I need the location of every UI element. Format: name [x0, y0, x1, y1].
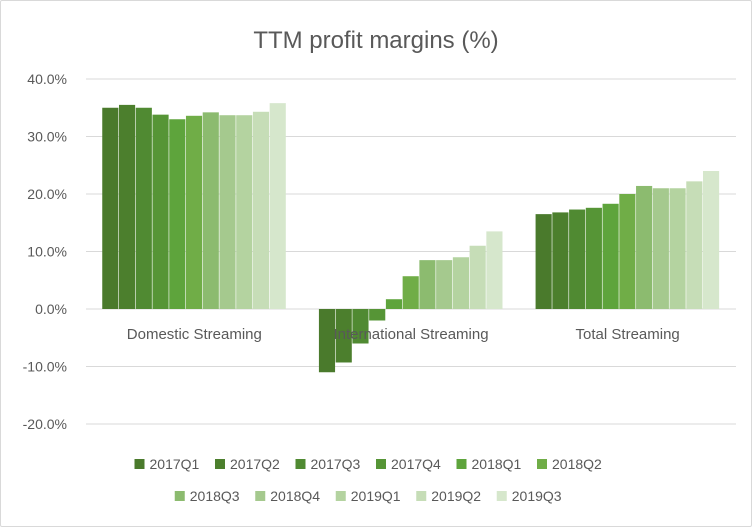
bar: [219, 115, 236, 309]
y-tick-label: 0.0%: [35, 301, 67, 317]
bar: [436, 260, 453, 310]
y-tick-label: -10.0%: [23, 359, 67, 375]
category-labels: Domestic Streaming International Streamin…: [127, 326, 680, 343]
bar: [703, 171, 720, 309]
legend-label: 2019Q1: [351, 488, 401, 504]
y-tick-label: -20.0%: [23, 416, 67, 432]
bar: [469, 245, 486, 309]
bar: [118, 104, 136, 310]
bar: [602, 203, 619, 309]
y-tick-label: 20.0%: [27, 186, 67, 202]
bar: [252, 111, 270, 309]
category-label: Total Streaming: [576, 326, 680, 343]
bar: [169, 119, 186, 309]
y-tick-label: 30.0%: [27, 129, 67, 145]
legend-swatch: [456, 459, 467, 469]
bar: [102, 107, 119, 309]
bar: [135, 107, 152, 309]
bar: [152, 114, 169, 310]
category-label: Domestic Streaming: [127, 326, 262, 343]
bar: [369, 309, 386, 321]
legend-swatch: [376, 459, 386, 469]
y-tick-label: 40.0%: [27, 71, 67, 87]
legend-label: 2017Q3: [311, 456, 361, 472]
legend-label: 2018Q4: [270, 488, 320, 504]
bar: [402, 276, 419, 309]
legend-swatch: [255, 491, 266, 501]
bar: [318, 309, 336, 373]
bar: [202, 112, 219, 309]
legend: 2017Q1 2017Q2 2017Q3 2017Q4 2018Q1 2018Q2 2018…: [134, 456, 602, 504]
legend-swatch: [295, 459, 306, 469]
category-label: International Streaming: [333, 326, 488, 343]
bars: [102, 103, 720, 373]
legend-swatch: [174, 491, 185, 501]
legend-label: 2018Q3: [190, 488, 240, 504]
bar: [419, 260, 436, 310]
bar: [335, 309, 352, 363]
bar: [585, 207, 602, 309]
legend-label: 2019Q3: [512, 488, 562, 504]
bar: [686, 181, 703, 309]
legend-swatch: [416, 491, 427, 501]
bar: [452, 257, 469, 309]
bar: [569, 209, 586, 309]
bar: [185, 115, 203, 309]
legend-swatch: [134, 459, 145, 469]
y-axis-ticks: 40.0% 30.0% 20.0% 10.0% 0.0% -10.0% -20.0%: [23, 71, 67, 432]
bar: [669, 188, 686, 309]
bar: [552, 212, 569, 309]
bar: [352, 309, 369, 344]
legend-label: 2017Q2: [230, 456, 280, 472]
chart-title: TTM profit margins (%): [253, 27, 498, 54]
bar: [619, 194, 636, 309]
legend-swatch: [496, 491, 507, 501]
legend-label: 2019Q2: [431, 488, 481, 504]
bar: [385, 299, 403, 309]
bar: [636, 185, 653, 309]
bar: [236, 115, 253, 309]
bar: [652, 188, 669, 309]
bar: [535, 214, 552, 310]
legend-label: 2018Q2: [552, 456, 602, 472]
legend-swatch: [215, 459, 225, 469]
legend-swatch: [335, 491, 346, 501]
bar: [269, 103, 286, 310]
legend-label: 2017Q4: [391, 456, 441, 472]
legend-swatch: [537, 459, 547, 469]
legend-label: 2018Q1: [472, 456, 522, 472]
y-tick-label: 10.0%: [27, 244, 67, 260]
legend-label: 2017Q1: [150, 456, 200, 472]
bar: [486, 231, 503, 310]
